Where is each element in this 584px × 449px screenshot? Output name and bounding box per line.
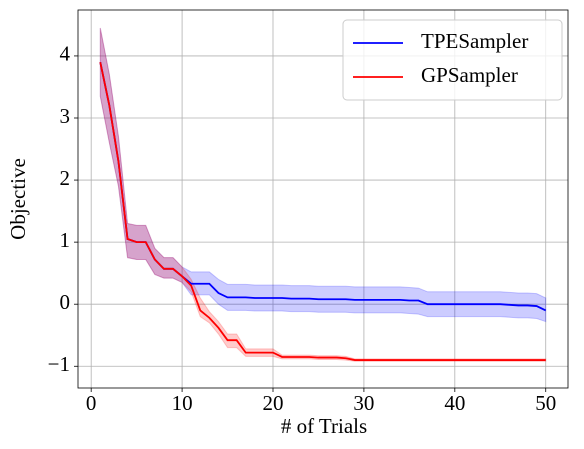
confidence-band (99, 27, 547, 323)
confidence-band (99, 27, 547, 362)
legend-box (342, 19, 563, 101)
x-tick-label: 10 (172, 391, 193, 415)
legend-label: TPESampler (421, 29, 528, 53)
y-tick-label: −1 (48, 352, 70, 376)
series-line (99, 61, 546, 361)
y-tick-label: 0 (60, 290, 71, 314)
y-tick-label: 1 (60, 228, 71, 252)
y-tick-label: 4 (60, 42, 71, 66)
y-tick-label: 3 (60, 104, 71, 128)
legend-label: GPSampler (421, 63, 518, 87)
plot-frame (77, 9, 569, 389)
x-tick-label: 0 (86, 391, 97, 415)
x-axis-label: # of Trials (281, 414, 367, 438)
x-tick-label: 40 (444, 391, 465, 415)
y-axis-label: Objective (6, 158, 30, 240)
y-tick-label: 2 (60, 166, 71, 190)
x-tick-label: 20 (263, 391, 284, 415)
x-tick-label: 50 (535, 391, 556, 415)
x-tick-label: 30 (353, 391, 374, 415)
